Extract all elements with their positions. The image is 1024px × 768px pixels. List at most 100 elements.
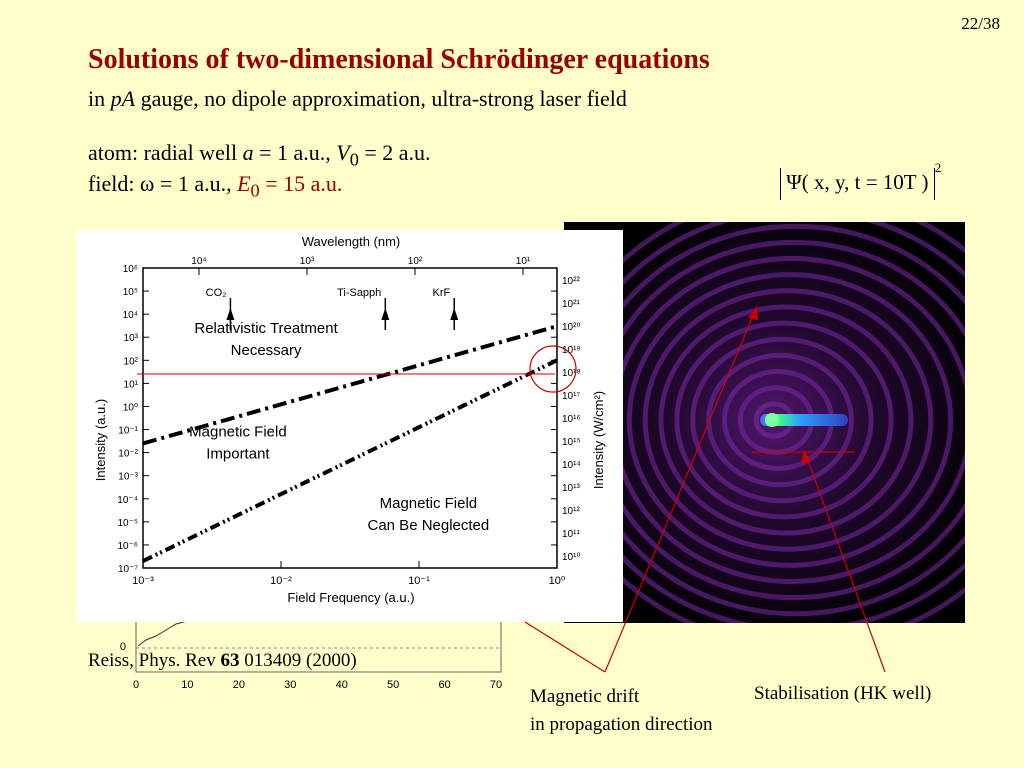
- chart-y-tick-label: 10⁻⁷: [118, 564, 138, 575]
- psi-formula-exponent: 2: [934, 160, 942, 175]
- chart-region-label: Can Be Neglected: [368, 517, 490, 534]
- chart-y-tick-label: 10⁻⁴: [117, 495, 138, 506]
- background-plot-x-tick: 20: [233, 679, 245, 691]
- atom-parameters: atom: radial well a = 1 a.u., V0 = 2 a.u…: [88, 140, 431, 170]
- abs-bar-left: [780, 168, 781, 200]
- chart-y-tick-label: 10⁵: [123, 287, 138, 298]
- field-e-value: = 15 a.u.: [259, 171, 343, 196]
- chart-region-label: Necessary: [231, 342, 302, 359]
- chart-right-y-tick-label: 10¹⁶: [562, 414, 581, 425]
- chart-y-tick-label: 10²: [124, 356, 139, 367]
- laser-label: KrF: [432, 287, 450, 299]
- chart-top-tick-label: 10²: [408, 256, 423, 267]
- chart-right-y-tick-label: 10²¹: [562, 299, 580, 310]
- page-number: 22/38: [961, 14, 1000, 33]
- atom-a-value: = 1 a.u.,: [253, 140, 337, 165]
- chart-region-label: Important: [206, 445, 270, 462]
- wave-packet-core: [760, 414, 848, 426]
- background-plot-x-tick: 30: [284, 679, 296, 691]
- caption-drift-line2: in propagation direction: [530, 714, 713, 735]
- drift-pointer-bottom: [524, 621, 606, 673]
- chart-right-y-tick-label: 10²²: [562, 276, 580, 287]
- psi-formula-body: Ψ( x, y, t = 10T ): [786, 169, 929, 194]
- laser-arrow-head: [226, 308, 235, 320]
- field-e-subscript: 0: [250, 180, 260, 201]
- atom-v-value: = 2 a.u.: [358, 140, 431, 165]
- chart-right-y-tick-label: 10¹⁸: [562, 368, 581, 379]
- field-e-symbol: E: [237, 171, 251, 196]
- field-pre: field: ω = 1 a.u.,: [88, 171, 238, 196]
- chart-region-labels: Relativistic Treatment Necessary Magnetic …: [189, 320, 489, 534]
- reference-volume: 63: [220, 650, 240, 671]
- chart-region-label: Magnetic Field: [380, 495, 478, 512]
- background-plot-frame: [135, 600, 502, 673]
- chart-x-tick-label: 10⁻²: [270, 575, 292, 587]
- chart-region-label: Magnetic Field: [189, 423, 287, 440]
- atom-v-symbol: V: [336, 140, 350, 165]
- chart-y-tick-label: 10⁰: [123, 402, 138, 413]
- slide-title: Solutions of two-dimensional Schrödinger…: [88, 44, 710, 75]
- chart-series: [142, 324, 558, 563]
- intensity-frequency-chart: Wavelength (nm) Intensity (a.u.) Intensi…: [93, 234, 606, 605]
- chart-ticks: 10⁶ 10⁵ 10⁴ 10³ 10² 10¹ 10⁰ 10⁻¹ 10⁻² 10⁻³ 10⁻⁴ 10⁻…: [117, 256, 580, 587]
- chart-top-axis-label: Wavelength (nm): [302, 234, 401, 249]
- chart-y-tick-label: 10⁻³: [118, 472, 138, 483]
- chart-plot-frame: [142, 267, 558, 569]
- reference-pre: Reiss, Phys. Rev: [88, 650, 221, 671]
- laser-label: Ti-Sapph: [337, 287, 381, 299]
- chart-y-tick-label: 10⁴: [123, 310, 138, 321]
- chart-y-tick-label: 10¹: [124, 379, 139, 390]
- laser-arrow-head: [450, 308, 459, 320]
- chart-right-y-tick-label: 10¹⁴: [562, 460, 581, 471]
- caption-stabilisation: Stabilisation (HK well): [754, 683, 932, 704]
- background-plot-x-tick: 70: [490, 679, 502, 691]
- background-plot-x-tick: 0: [133, 679, 139, 691]
- chart-top-tick-label: 10¹: [516, 256, 531, 267]
- chart-x-tick-label: 10⁰: [549, 575, 566, 587]
- wavefunction-image: [564, 222, 965, 623]
- background-plot-x-tick: 60: [438, 679, 450, 691]
- chart-right-y-tick-label: 10¹⁹: [562, 345, 581, 356]
- field-parameters: field: ω = 1 a.u., E0 = 15 a.u.: [88, 171, 342, 201]
- subtitle-post: gauge, no dipole approximation, ultra-st…: [135, 86, 627, 111]
- chart-right-y-tick-label: 10¹⁷: [562, 391, 580, 402]
- slide-subtitle: in pA gauge, no dipole approximation, ul…: [88, 86, 627, 112]
- chart-right-ylabel: Intensity (W/cm²): [591, 391, 606, 489]
- chart-y-tick-label: 10⁶: [123, 264, 138, 275]
- chart-right-y-tick-label: 10¹²: [562, 506, 580, 517]
- chart-y-tick-label: 10³: [124, 333, 139, 344]
- caption-drift-line1: Magnetic drift: [530, 686, 640, 707]
- abs-bar-right: [933, 168, 935, 200]
- chart-panel: Wavelength (nm) Intensity (a.u.) Intensi…: [77, 230, 623, 622]
- chart-x-tick-label: 10⁻³: [132, 575, 154, 587]
- background-plot-x-ticks: 0 10 20 30 40 50 60 70: [133, 679, 502, 691]
- reference: Reiss, Phys. Rev 63 013409 (2000): [88, 650, 357, 672]
- chart-y-tick-label: 10⁻¹: [118, 426, 138, 437]
- chart-y-tick-label: 10⁻⁵: [117, 518, 138, 529]
- subtitle-italic: pA: [110, 86, 136, 111]
- chart-right-y-tick-label: 10²⁰: [562, 322, 580, 333]
- background-plot-y-zero: 0: [120, 641, 126, 653]
- atom-v-subscript: 0: [349, 149, 359, 170]
- chart-y-tick-label: 10⁻⁶: [117, 541, 138, 552]
- chart-x-tick-label: 10⁻¹: [408, 575, 430, 587]
- chart-laser-markers: CO₂ Ti-Sapph KrF: [206, 287, 459, 330]
- wave-packet-peak: [765, 413, 779, 427]
- background-plot-x-tick: 40: [336, 679, 348, 691]
- subtitle-pre: in: [88, 86, 111, 111]
- chart-top-tick-label: 10⁴: [191, 256, 206, 267]
- chart-right-y-tick-label: 10¹³: [562, 483, 580, 494]
- chart-right-y-tick-label: 10¹⁰: [562, 552, 580, 563]
- chart-right-y-tick-label: 10¹⁵: [562, 437, 581, 448]
- laser-label: CO₂: [206, 287, 227, 299]
- chart-region-label: Relativistic Treatment: [194, 320, 338, 337]
- atom-pre: atom: radial well: [88, 140, 243, 165]
- laser-arrow-head: [381, 308, 390, 320]
- caption-magnetic-drift: Magnetic drift in propagation direction: [530, 683, 713, 739]
- chart-ylabel: Intensity (a.u.): [93, 399, 108, 481]
- chart-series-line: [142, 324, 558, 446]
- reference-post: 013409 (2000): [239, 650, 357, 671]
- atom-a-symbol: a: [242, 140, 254, 165]
- chart-series-line: [142, 358, 558, 563]
- chart-top-tick-label: 10³: [300, 256, 315, 267]
